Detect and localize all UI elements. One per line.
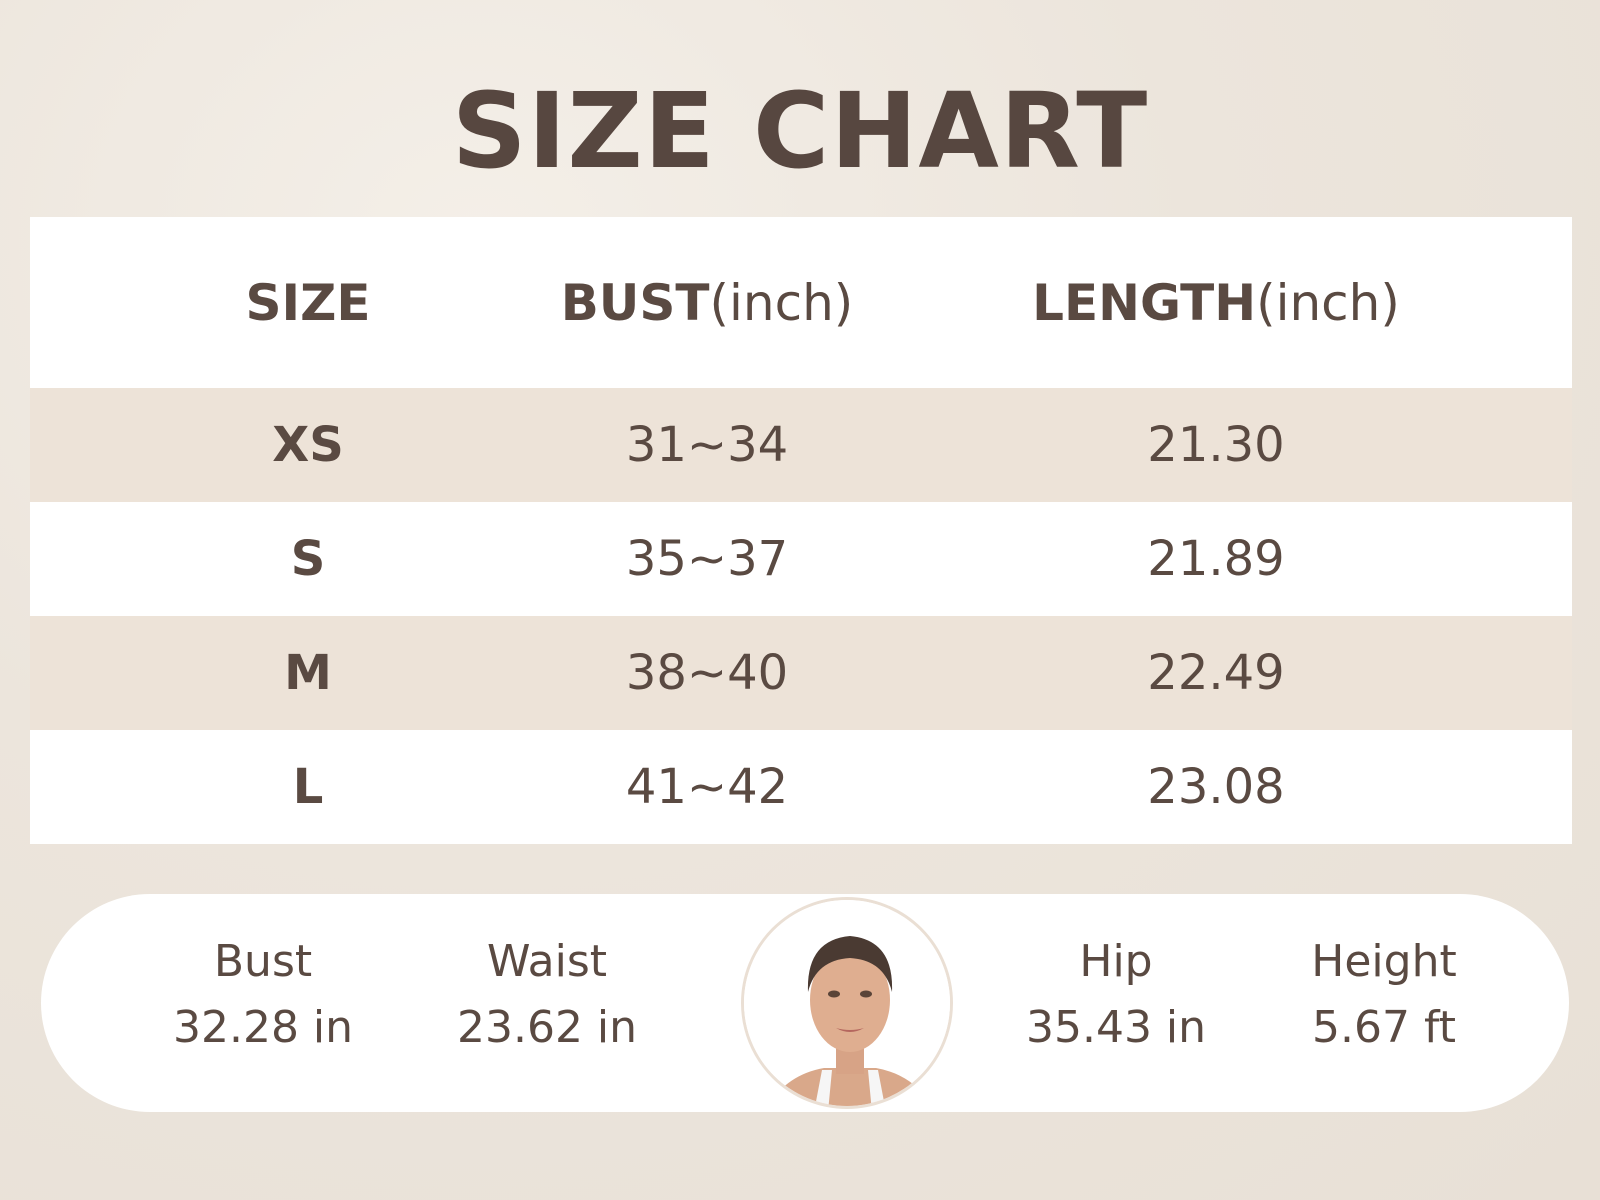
header-unit: (inch): [1256, 273, 1400, 332]
bust-cell: 38~40: [625, 645, 789, 701]
header-unit: (inch): [709, 273, 854, 332]
header-length: LENGTH (inch): [966, 217, 1466, 388]
model-height: Height 5.67 ft: [1254, 929, 1514, 1061]
measure-label: Hip: [1079, 936, 1153, 987]
bust-cell: 41~42: [625, 759, 789, 815]
header-bust: BUST (inch): [457, 217, 957, 388]
length-cell: 23.08: [1147, 759, 1285, 815]
measure-value: 23.62 in: [456, 1002, 638, 1053]
model-info-panel: Bust 32.28 in Waist 23.62 in Hip 35.43 i…: [41, 894, 1569, 1112]
bust-cell: 31~34: [625, 417, 789, 473]
model-photo: [741, 897, 953, 1109]
header-label: SIZE: [245, 273, 371, 332]
measure-label: Waist: [486, 936, 608, 987]
table-row: S 35~37 21.89: [30, 502, 1572, 616]
header-size: SIZE: [58, 217, 558, 388]
table-row: M 38~40 22.49: [30, 616, 1572, 730]
size-table: SIZE BUST (inch) LENGTH (inch) XS 31~34 21…: [30, 217, 1572, 844]
measure-value: 5.67 ft: [1312, 1002, 1456, 1053]
table-row: L 41~42 23.08: [30, 730, 1572, 844]
header-label: BUST: [560, 273, 710, 332]
table-header: SIZE BUST (inch) LENGTH (inch): [30, 217, 1572, 388]
size-cell: XS: [272, 417, 344, 473]
table-row: XS 31~34 21.30: [30, 388, 1572, 502]
measure-value: 35.43 in: [1025, 1002, 1207, 1053]
header-label: LENGTH: [1032, 273, 1257, 332]
measure-value: 32.28 in: [172, 1002, 354, 1053]
length-cell: 22.49: [1147, 645, 1285, 701]
length-cell: 21.89: [1147, 531, 1285, 587]
model-hip: Hip 35.43 in: [986, 929, 1246, 1061]
measure-label: Bust: [213, 936, 313, 987]
measure-label: Height: [1311, 936, 1457, 987]
size-cell: S: [290, 531, 326, 587]
size-cell: M: [284, 645, 332, 701]
page-title: SIZE CHART: [451, 70, 1149, 192]
model-waist: Waist 23.62 in: [417, 929, 677, 1061]
bust-cell: 35~37: [625, 531, 789, 587]
model-portrait-icon: [744, 900, 950, 1106]
model-bust: Bust 32.28 in: [133, 929, 393, 1061]
length-cell: 21.30: [1147, 417, 1285, 473]
size-cell: L: [292, 759, 324, 815]
